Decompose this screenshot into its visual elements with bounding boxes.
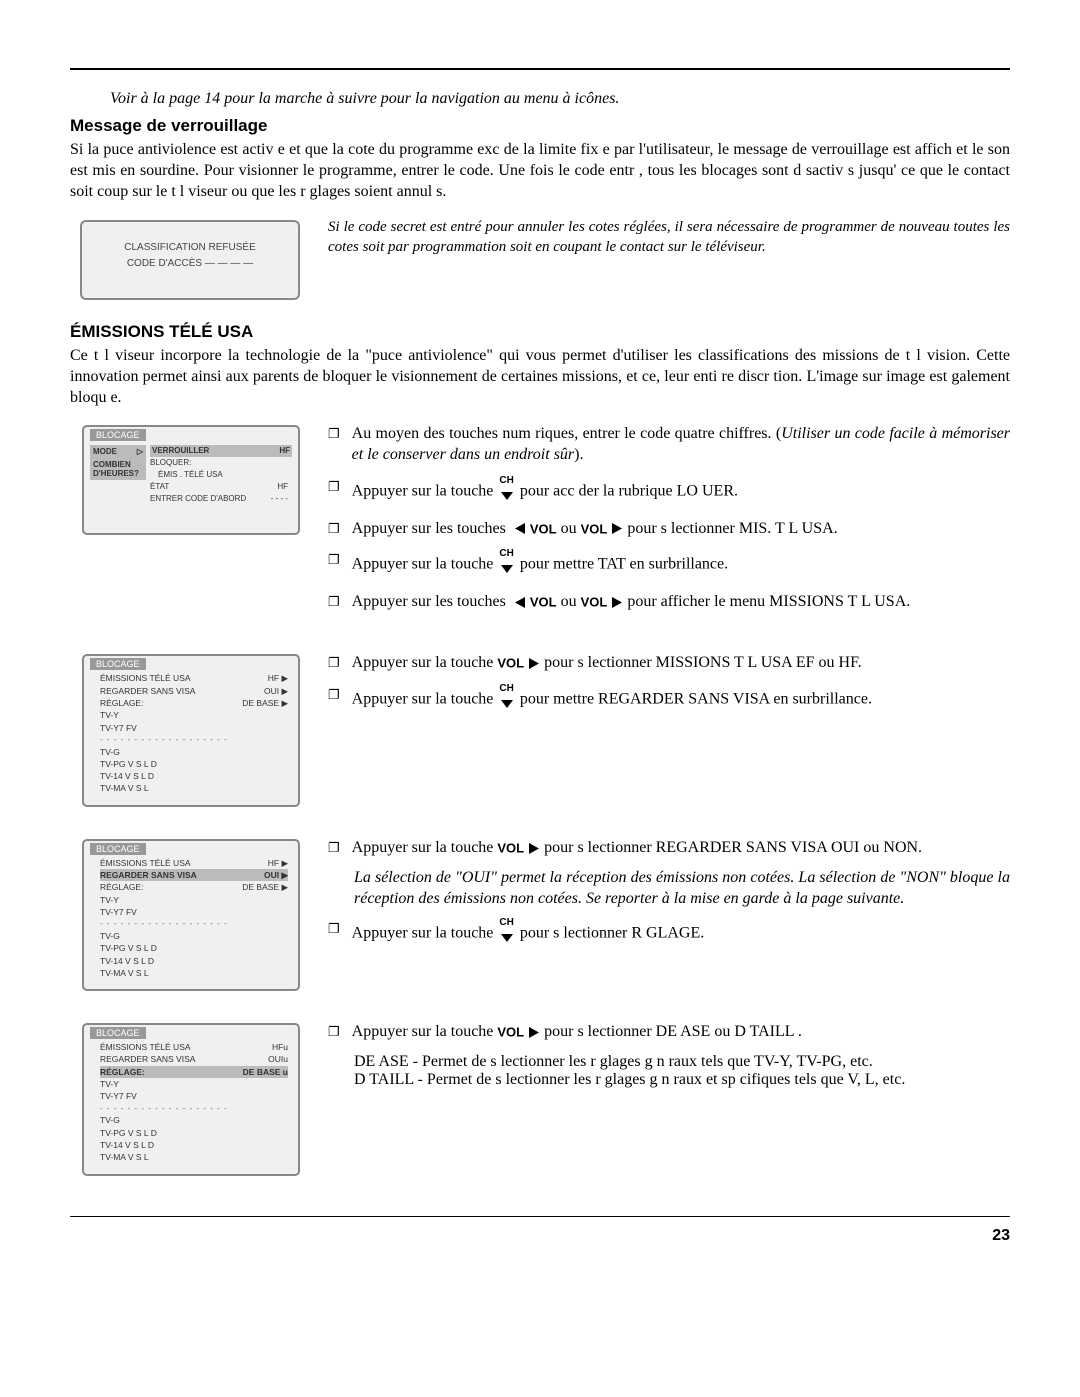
section-body-usa: Ce t l viseur incorpore la technologie d… <box>70 346 1010 408</box>
detail-line: D TAILL - Permet de s lectionner les r g… <box>354 1071 1010 1089</box>
ch-down-icon: CH <box>499 549 513 581</box>
vol-right-icon <box>528 657 540 670</box>
ch-down-icon: CH <box>499 684 513 716</box>
lock-message-box: CLASSIFICATION REFUSÉE CODE D'ACCÈS — — … <box>80 220 300 300</box>
block2: BLOCAGE ÉMISSIONS TÉLÉ USAHF ▶REGARDER S… <box>70 648 1010 806</box>
block1: BLOCAGE MODE ▷COMBIEN D'HEURES?VERROUILL… <box>70 419 1010 623</box>
vol-right-icon <box>528 842 540 855</box>
vol-right-icon <box>528 1026 540 1039</box>
menu-box-1: BLOCAGE MODE ▷COMBIEN D'HEURES?VERROUILL… <box>82 425 300 535</box>
page-number: 23 <box>70 1227 1010 1245</box>
block3: BLOCAGE ÉMISSIONS TÉLÉ USAHF ▶REGARDER S… <box>70 833 1010 991</box>
section-title-usa: ÉMISSIONS TÉLÉ USA <box>70 322 1010 342</box>
nav-note: Voir à la page 14 pour la marche à suivr… <box>110 90 1010 108</box>
vol-right-icon <box>611 596 623 609</box>
lock-row: CLASSIFICATION REFUSÉE CODE D'ACCÈS — — … <box>70 212 1010 300</box>
section-title-lock: Message de verrouillage <box>70 116 1010 136</box>
vol-right-icon <box>611 522 623 535</box>
menu-box-4: BLOCAGE ÉMISSIONS TÉLÉ USAHFuREGARDER SA… <box>82 1023 300 1175</box>
vol-left-icon <box>514 596 526 609</box>
menu-box-2: BLOCAGE ÉMISSIONS TÉLÉ USAHF ▶REGARDER S… <box>82 654 300 806</box>
menu-box-3: BLOCAGE ÉMISSIONS TÉLÉ USAHF ▶REGARDER S… <box>82 839 300 991</box>
lock-note: Si le code secret est entré pour annuler… <box>328 212 1010 257</box>
step-text: Au moyen des touches num riques, entrer … <box>352 423 1010 466</box>
page: Voir à la page 14 pour la marche à suivr… <box>0 0 1080 1285</box>
ch-down-icon: CH <box>499 918 513 950</box>
lockbox-line2: CODE D'ACCÈS — — — — <box>94 256 286 272</box>
menu-title: BLOCAGE <box>90 429 146 441</box>
lockbox-line1: CLASSIFICATION REFUSÉE <box>94 240 286 256</box>
section-body-lock: Si la puce antiviolence est activ e et q… <box>70 140 1010 202</box>
ch-down-icon: CH <box>499 476 513 508</box>
italic-note: La sélection de "OUI" permet la réceptio… <box>354 868 1010 910</box>
vol-left-icon <box>514 522 526 535</box>
bottom-rule <box>70 1216 1010 1217</box>
detail-line: DE ASE - Permet de s lectionner les r gl… <box>354 1053 1010 1071</box>
block4: BLOCAGE ÉMISSIONS TÉLÉ USAHFuREGARDER SA… <box>70 1017 1010 1175</box>
top-rule <box>70 68 1010 70</box>
